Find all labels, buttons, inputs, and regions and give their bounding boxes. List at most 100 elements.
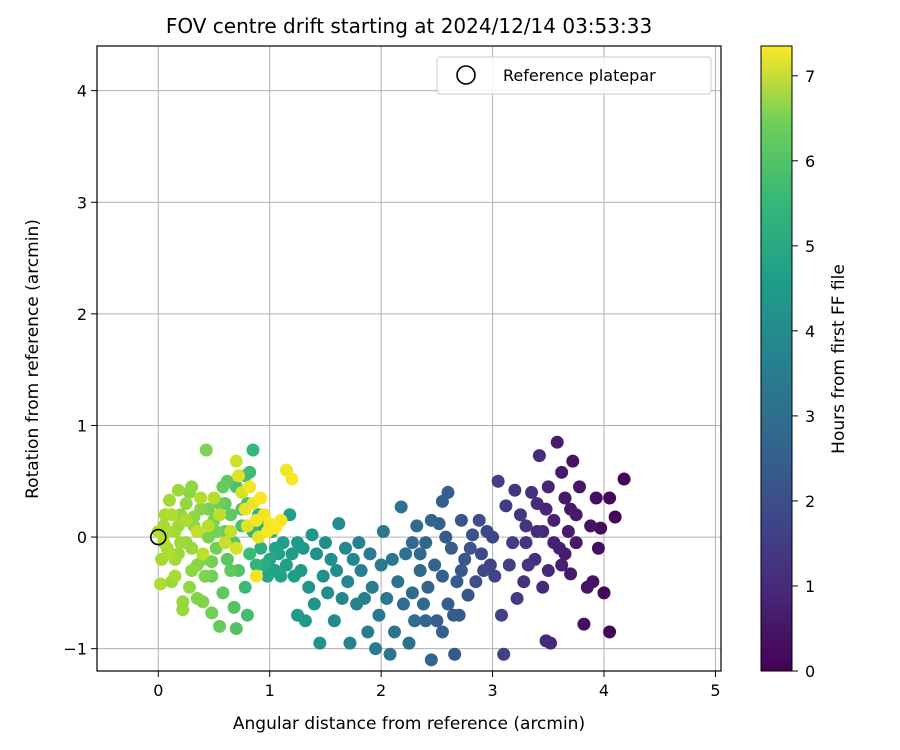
scatter-point: [287, 569, 301, 583]
x-tick-label: 1: [265, 681, 275, 700]
scatter-point: [502, 558, 516, 572]
scatter-point: [550, 435, 564, 449]
scatter-point: [510, 591, 524, 605]
scatter-point: [477, 564, 491, 578]
scatter-point: [196, 547, 210, 561]
colorbar-tick-label: 3: [805, 407, 815, 426]
scatter-point: [216, 480, 230, 494]
scatter-point: [213, 508, 227, 522]
scatter-point: [185, 480, 199, 494]
scatter-point: [321, 586, 335, 600]
scatter-point: [435, 625, 449, 639]
scatter-point: [594, 521, 608, 535]
scatter-point: [179, 513, 193, 527]
colorbar-tick-label: 1: [805, 577, 815, 596]
scatter-point: [383, 647, 397, 661]
scatter-point: [584, 519, 598, 533]
scatter-point: [463, 541, 477, 555]
scatter-point: [243, 480, 257, 494]
legend-label: Reference platepar: [503, 66, 656, 85]
colorbar-tick-label: 7: [805, 67, 815, 86]
scatter-point: [441, 597, 455, 611]
scatter-point: [461, 588, 475, 602]
colorbar-tick-label: 0: [805, 662, 815, 681]
scatter-point: [564, 502, 578, 516]
scatter-point: [343, 636, 357, 650]
scatter-point: [444, 541, 458, 555]
scatter-point: [402, 636, 416, 650]
scatter-point: [369, 642, 383, 656]
scatter-point: [569, 536, 583, 550]
scatter-point: [413, 547, 427, 561]
scatter-point: [439, 530, 453, 544]
scatter-point: [469, 575, 483, 589]
scatter-point: [268, 521, 282, 535]
reference-platepar-marker: [149, 528, 167, 546]
y-tick-label: 2: [77, 305, 87, 324]
scatter-point: [448, 647, 462, 661]
scatter-point: [249, 558, 263, 572]
scatter-point: [608, 510, 622, 524]
scatter-point: [405, 536, 419, 550]
scatter-point: [363, 547, 377, 561]
scatter-point: [254, 491, 268, 505]
colorbar-tick-label: 4: [805, 322, 815, 341]
scatter-point: [190, 524, 204, 538]
x-axis: 0 1 2 3 4 5: [153, 671, 721, 700]
scatter-point: [174, 536, 188, 550]
scatter-point: [558, 491, 572, 505]
scatter-point: [216, 586, 230, 600]
scatter-point: [201, 530, 215, 544]
scatter-point: [240, 608, 254, 622]
scatter-point: [165, 508, 179, 522]
scatter-point: [246, 443, 260, 457]
scatter-point: [341, 575, 355, 589]
scatter-point: [424, 653, 438, 667]
scatter-point: [532, 449, 546, 463]
scatter-point: [316, 569, 330, 583]
x-tick-label: 4: [599, 681, 609, 700]
scatter-point: [508, 483, 522, 497]
scatter-point: [243, 547, 257, 561]
scatter-point: [419, 536, 433, 550]
scatter-point: [499, 499, 513, 513]
scatter-point: [454, 564, 468, 578]
scatter-point: [617, 472, 631, 486]
scatter-point: [354, 564, 368, 578]
scatter-point: [591, 541, 605, 555]
scatter-point: [530, 497, 544, 511]
scatter-point: [285, 472, 299, 486]
legend: Reference platepar: [436, 56, 712, 95]
scatter-point: [162, 493, 176, 507]
y-tick-label: 3: [77, 193, 87, 212]
scatter-point: [260, 569, 274, 583]
scatter-point: [454, 513, 468, 527]
scatter-point: [561, 524, 575, 538]
scatter-point: [229, 622, 243, 636]
scatter-point: [279, 558, 293, 572]
colorbar-tick-label: 6: [805, 152, 815, 171]
scatter-point: [238, 580, 252, 594]
scatter-point: [185, 541, 199, 555]
scatter-point: [435, 494, 449, 508]
scatter-point: [376, 524, 390, 538]
scatter-point: [194, 491, 208, 505]
scatter-point: [419, 614, 433, 628]
scatter-point: [335, 591, 349, 605]
scatter-point: [541, 480, 555, 494]
scatter-point: [318, 536, 332, 550]
scatter-point: [388, 625, 402, 639]
colorbar-tick-label: 5: [805, 237, 815, 256]
scatter-point: [577, 617, 591, 631]
scatter-point: [396, 597, 410, 611]
colorbar-ticks: 0 1 2 3 4 5 6 7: [792, 67, 815, 681]
scatter-point: [361, 625, 375, 639]
x-tick-label: 3: [487, 681, 497, 700]
y-axis: −1 0 1 2 3 4: [63, 82, 97, 659]
scatter-point: [330, 564, 344, 578]
scatter-point: [327, 614, 341, 628]
grid-lines: [97, 46, 721, 671]
scatter-point: [332, 517, 346, 531]
scatter-point: [185, 564, 199, 578]
